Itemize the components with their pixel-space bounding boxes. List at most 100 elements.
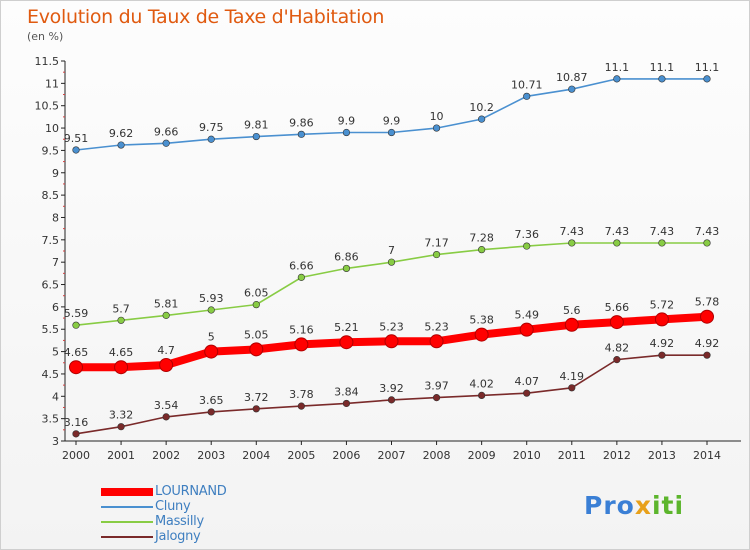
data-point-jalogny [387, 396, 396, 404]
y-tick-label: 7.5 [42, 234, 60, 247]
data-point-jalogny [613, 356, 621, 364]
y-tick-label: 7 [52, 256, 59, 269]
data-point-jalogny [478, 391, 486, 400]
y-tick-label: 11.5 [35, 55, 60, 68]
y-tick-label: 6.5 [42, 279, 60, 292]
data-point-massilly [613, 239, 621, 247]
legend-swatch-massilly [101, 520, 153, 523]
data-label-cluny: 9.81 [244, 119, 269, 132]
data-point-lournand [564, 317, 579, 332]
data-label-lournand: 4.65 [109, 346, 134, 359]
data-label-massilly: 7.17 [424, 237, 449, 250]
data-point-massilly [432, 250, 441, 259]
data-label-cluny: 9.86 [289, 116, 314, 129]
data-label-massilly: 7 [388, 244, 395, 257]
data-point-jalogny [207, 408, 215, 416]
y-tick-label: 8.5 [42, 189, 60, 202]
data-label-cluny: 10.71 [511, 78, 543, 91]
data-point-lournand [294, 337, 309, 352]
data-point-lournand [474, 327, 489, 342]
data-label-jalogny: 4.07 [514, 375, 539, 388]
data-label-massilly: 5.81 [154, 297, 179, 310]
data-label-cluny: 11.1 [695, 61, 720, 74]
data-label-massilly: 7.36 [514, 228, 539, 241]
data-point-massilly [162, 311, 170, 319]
data-point-lournand [204, 344, 219, 359]
data-label-massilly: 7.43 [650, 225, 675, 238]
data-label-jalogny: 4.02 [469, 377, 494, 390]
data-point-massilly [658, 239, 666, 247]
data-label-jalogny: 3.16 [64, 416, 89, 429]
data-point-jalogny [342, 399, 351, 408]
legend-label-cluny: Cluny [155, 499, 191, 514]
data-label-lournand: 5.23 [379, 320, 404, 333]
x-tick-label: 2010 [513, 449, 541, 462]
data-label-lournand: 5.38 [469, 314, 494, 327]
x-tick-label: 2011 [558, 449, 586, 462]
data-point-massilly [387, 258, 396, 266]
data-point-lournand [609, 315, 624, 330]
data-label-lournand: 5.72 [650, 298, 675, 311]
legend-swatch-lournand [101, 487, 153, 496]
data-label-jalogny: 3.97 [424, 380, 449, 393]
data-label-jalogny: 3.72 [244, 391, 269, 404]
data-label-lournand: 5.78 [695, 296, 720, 309]
data-point-cluny [207, 135, 215, 143]
data-point-massilly [342, 264, 351, 273]
data-label-lournand: 5.21 [334, 321, 359, 334]
data-label-jalogny: 3.65 [199, 394, 224, 407]
data-label-lournand: 4.65 [64, 346, 89, 359]
data-label-jalogny: 4.92 [695, 337, 720, 350]
data-point-cluny [252, 132, 260, 141]
data-point-cluny [72, 146, 80, 154]
data-point-lournand [159, 358, 174, 372]
legend-label-jalogny: Jalogny [155, 529, 201, 544]
data-point-lournand [429, 334, 444, 349]
y-tick-label: 4.5 [42, 368, 60, 381]
data-label-cluny: 9.66 [154, 125, 179, 138]
data-label-cluny: 9.62 [109, 127, 134, 140]
data-label-cluny: 10 [430, 110, 444, 123]
x-tick-label: 2000 [62, 449, 90, 462]
data-point-cluny [297, 130, 305, 138]
data-point-jalogny [162, 413, 170, 421]
x-tick-label: 2012 [603, 449, 631, 462]
data-label-cluny: 11.1 [650, 61, 675, 74]
data-label-massilly: 7.28 [469, 232, 494, 245]
data-label-lournand: 4.7 [157, 344, 175, 357]
data-label-massilly: 7.43 [695, 225, 720, 238]
data-point-jalogny [568, 384, 576, 392]
data-point-massilly [297, 273, 305, 281]
x-tick-label: 2002 [152, 449, 180, 462]
y-tick-label: 4 [52, 390, 59, 403]
data-point-cluny [523, 92, 531, 100]
data-point-cluny [387, 128, 396, 137]
data-point-massilly [72, 321, 80, 329]
data-label-lournand: 5.66 [605, 301, 630, 314]
data-point-cluny [568, 85, 576, 93]
data-label-cluny: 9.9 [383, 115, 401, 128]
data-point-jalogny [703, 351, 711, 359]
data-point-jalogny [523, 389, 531, 397]
data-label-cluny: 10.2 [469, 101, 494, 114]
x-tick-label: 2006 [332, 449, 360, 462]
data-label-jalogny: 4.92 [650, 337, 675, 350]
data-label-jalogny: 3.32 [109, 409, 134, 422]
chart-legend: LOURNAND Cluny Massilly Jalogny [101, 484, 227, 544]
data-label-cluny: 9.51 [64, 132, 89, 145]
data-point-massilly [703, 239, 711, 247]
data-label-lournand: 5 [208, 331, 215, 344]
data-label-cluny: 9.9 [338, 115, 356, 128]
data-point-jalogny [72, 430, 80, 438]
data-label-lournand: 5.6 [563, 304, 581, 317]
data-point-massilly [478, 246, 486, 254]
proxiti-logo: Proxiti [584, 491, 685, 520]
legend-item-lournand: LOURNAND [101, 484, 227, 499]
y-tick-label: 10 [45, 122, 59, 135]
data-label-massilly: 7.43 [605, 225, 630, 238]
data-label-lournand: 5.23 [424, 320, 449, 333]
legend-item-jalogny: Jalogny [101, 529, 227, 544]
legend-label-massilly: Massilly [155, 514, 204, 529]
y-tick-label: 11 [45, 77, 59, 90]
